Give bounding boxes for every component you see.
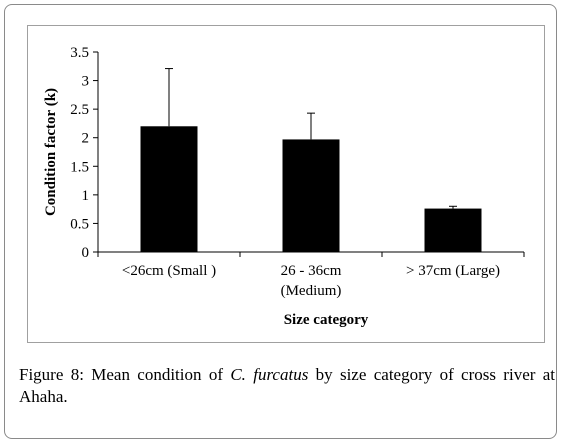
y-tick-label: 0 — [82, 245, 90, 261]
caption-label: Figure 8: — [19, 365, 84, 384]
bars — [140, 68, 482, 252]
bar — [282, 139, 340, 252]
figure-caption: Figure 8: Mean condition of C. furcatus … — [19, 364, 555, 408]
y-tick-label: 2 — [82, 131, 90, 147]
x-tick-label: <26cm (Small ) — [122, 263, 216, 279]
caption-text-end: by size category of cross river at Ahaha… — [19, 365, 555, 406]
y-tick-label: 1.5 — [70, 159, 89, 175]
bar — [140, 126, 198, 252]
caption-text-start: Mean condition of — [83, 365, 231, 384]
caption-species: C. furcatus — [230, 365, 309, 384]
y-axis-title: Condition factor (k) — [43, 88, 59, 216]
y-tick-label: 3.5 — [70, 45, 89, 61]
chart-area: 0 0.5 1 1.5 2 2.5 3 3.5 <26cm (Small ) 26 - 36cm (… — [27, 25, 545, 343]
axis-labels: 0 0.5 1 1.5 2 2.5 3 3.5 <26cm (Small ) 26 - 36cm (… — [43, 45, 500, 328]
y-tick-label: 0.5 — [70, 216, 89, 232]
x-tick-label: > 37cm (Large) — [406, 263, 500, 279]
y-tick-label: 1 — [82, 188, 90, 204]
x-tick-label: 26 - 36cm — [281, 263, 342, 279]
x-axis-title: Size category — [284, 312, 369, 328]
bar — [424, 208, 482, 252]
figure-frame: 0 0.5 1 1.5 2 2.5 3 3.5 <26cm (Small ) 26 - 36cm (… — [4, 4, 557, 439]
x-tick-label: (Medium) — [281, 283, 342, 299]
bar-chart: 0 0.5 1 1.5 2 2.5 3 3.5 <26cm (Small ) 26 - 36cm (… — [43, 45, 525, 328]
y-tick-label: 2.5 — [70, 102, 89, 118]
y-tick-label: 3 — [82, 74, 90, 90]
